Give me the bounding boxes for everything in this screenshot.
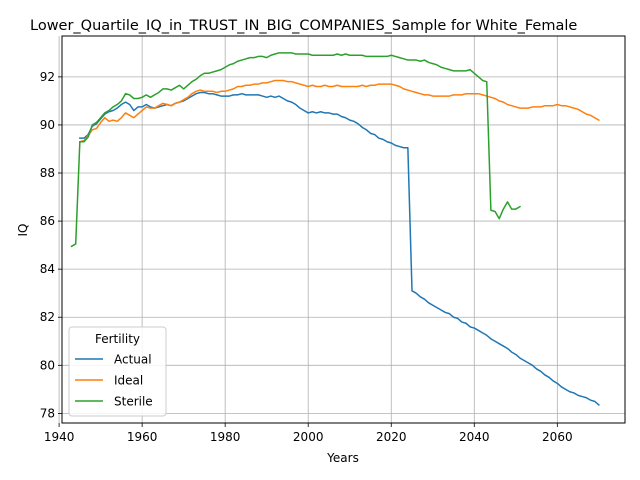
chart-title: Lower_Quartile_IQ_in_TRUST_IN_BIG_COMPAN… xyxy=(30,18,577,34)
x-axis-label: Years xyxy=(326,451,359,465)
x-tick-label: 2060 xyxy=(542,430,573,444)
y-tick-label: 92 xyxy=(40,70,55,84)
legend-items: Actual Ideal Sterile xyxy=(75,353,153,409)
series-layer xyxy=(70,52,600,407)
x-tick-label: 2040 xyxy=(459,430,490,444)
axes-frame xyxy=(61,35,626,424)
x-tick-label: 1940 xyxy=(44,430,75,444)
y-axis-label: IQ xyxy=(16,224,30,237)
legend-label-ideal: Ideal xyxy=(114,374,143,388)
x-tick-label: 2020 xyxy=(376,430,407,444)
y-tick-label: 80 xyxy=(40,358,55,372)
legend-label-actual: Actual xyxy=(114,353,152,367)
y-tick-label: 90 xyxy=(40,118,55,132)
x-tick-label: 1960 xyxy=(127,430,158,444)
legend-box xyxy=(68,326,167,417)
legend: Fertility Actual Ideal Sterile xyxy=(68,326,167,417)
x-tick-label: 2000 xyxy=(293,430,324,444)
y-tick-label: 86 xyxy=(40,214,55,228)
y-tick-label: 82 xyxy=(40,310,55,324)
series-line-sterile xyxy=(70,52,521,248)
y-axis-ticks: 78 80 82 84 86 88 90 92 xyxy=(40,70,62,420)
y-tick-label: 78 xyxy=(40,406,55,420)
series-line-ideal xyxy=(78,79,600,143)
y-tick-label: 84 xyxy=(40,262,55,276)
legend-title: Fertility xyxy=(95,332,140,346)
x-tick-label: 1980 xyxy=(210,430,241,444)
x-axis-ticks: 1940 1960 1980 2000 2020 2040 2060 xyxy=(44,423,573,444)
y-tick-label: 88 xyxy=(40,166,55,180)
legend-label-sterile: Sterile xyxy=(114,395,153,409)
